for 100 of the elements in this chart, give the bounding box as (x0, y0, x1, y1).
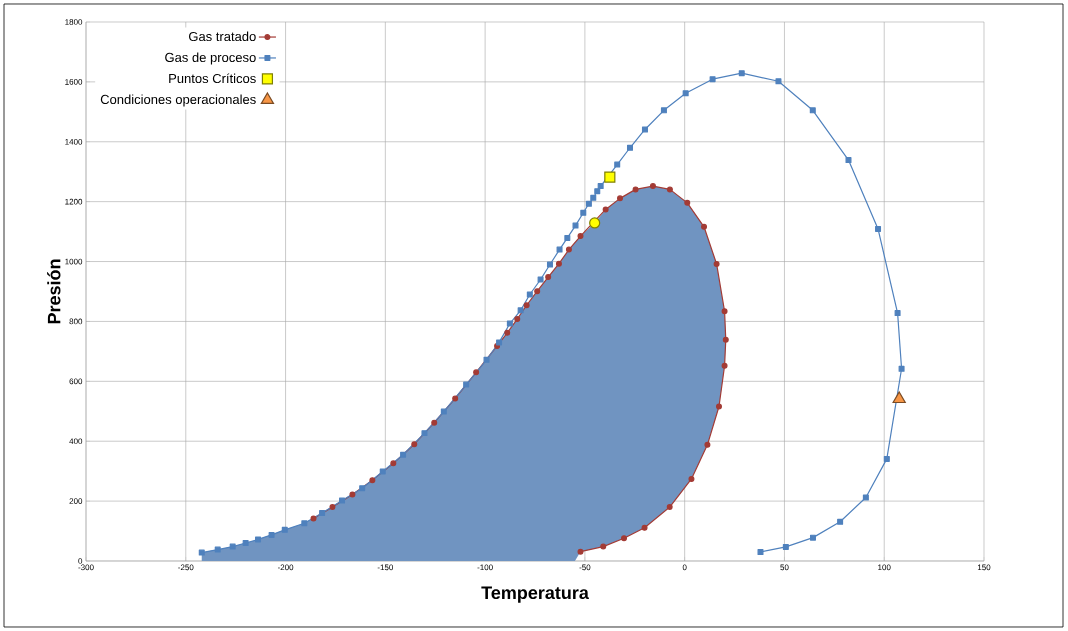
point (537, 276, 544, 283)
point (242, 540, 249, 547)
legend-label: Puntos Críticos (169, 73, 256, 84)
y-tick-label: 400 (69, 438, 83, 445)
x-tick-label: 50 (780, 564, 789, 571)
point (898, 365, 905, 372)
point (666, 186, 673, 193)
point (617, 195, 624, 202)
point (721, 308, 728, 315)
point (666, 504, 673, 511)
y-tick-label: 1800 (65, 19, 83, 25)
point (614, 161, 621, 168)
point (545, 274, 552, 281)
point (577, 548, 584, 555)
point (431, 419, 438, 426)
y-tick-label: 1600 (65, 79, 83, 85)
y-tick-label: 1200 (65, 198, 83, 205)
y-tick-label: 800 (69, 318, 83, 325)
point (738, 70, 745, 77)
point (589, 217, 601, 229)
point (534, 288, 541, 295)
point (463, 381, 470, 388)
point (229, 543, 236, 550)
point (506, 320, 513, 327)
point (721, 362, 728, 369)
point (255, 536, 262, 543)
point (621, 535, 627, 542)
x-tick-label: 150 (977, 564, 991, 571)
x-tick-label: -200 (277, 564, 294, 571)
point (572, 222, 579, 229)
point (555, 260, 562, 267)
y-tick-label: 0 (78, 558, 83, 564)
x-tick-label: -100 (477, 564, 493, 571)
y-tick-label: 1000 (65, 258, 83, 265)
point (782, 543, 789, 550)
x-tick-label: -250 (178, 564, 194, 571)
point (546, 261, 553, 268)
point (602, 206, 609, 213)
point (862, 494, 869, 501)
x-tick-label: 100 (878, 564, 891, 571)
point (310, 515, 317, 522)
point (722, 336, 729, 343)
point (577, 233, 584, 240)
point (757, 549, 764, 555)
point (682, 90, 689, 97)
x-tick-label: -150 (377, 564, 394, 571)
point (452, 395, 459, 402)
point (390, 460, 397, 467)
point (713, 260, 720, 267)
point (379, 468, 386, 475)
point (580, 209, 587, 216)
legend-label: Gas de proceso (165, 52, 256, 65)
point (626, 144, 633, 151)
point (198, 549, 205, 556)
point (837, 518, 844, 525)
point (411, 441, 418, 448)
point (809, 107, 816, 114)
point (585, 200, 592, 207)
x-tick-label: 0 (682, 564, 687, 571)
point (268, 531, 275, 538)
point (892, 391, 906, 404)
point (349, 491, 356, 498)
point (604, 171, 616, 183)
point (421, 430, 428, 437)
point (564, 234, 571, 241)
point (400, 451, 407, 458)
point (504, 329, 511, 336)
point (875, 225, 882, 232)
point (715, 403, 722, 410)
point (641, 126, 648, 133)
point (369, 477, 376, 484)
point (684, 199, 691, 206)
point (845, 157, 852, 164)
point (704, 441, 711, 448)
point (649, 183, 656, 190)
point (565, 246, 572, 253)
x-axis-title: Temperatura (481, 586, 589, 603)
y-tick-label: 200 (69, 498, 83, 504)
point (517, 307, 524, 314)
y-tick-label: 1400 (65, 138, 83, 145)
point (339, 497, 346, 504)
y-axis-title: Presión (47, 259, 61, 324)
point (632, 186, 639, 193)
legend-label: Gas tratado (189, 31, 256, 42)
point (329, 504, 336, 511)
point (660, 107, 667, 114)
point (883, 455, 890, 462)
point (894, 310, 901, 317)
point (514, 316, 521, 323)
point (594, 188, 601, 195)
point (600, 543, 607, 550)
point (590, 194, 597, 201)
point (473, 369, 480, 376)
point (709, 76, 716, 83)
x-tick-label: -50 (579, 564, 591, 571)
point (440, 408, 447, 415)
y-tick-label: 600 (69, 378, 83, 385)
point (641, 524, 648, 531)
point (688, 475, 695, 482)
point (359, 485, 366, 492)
